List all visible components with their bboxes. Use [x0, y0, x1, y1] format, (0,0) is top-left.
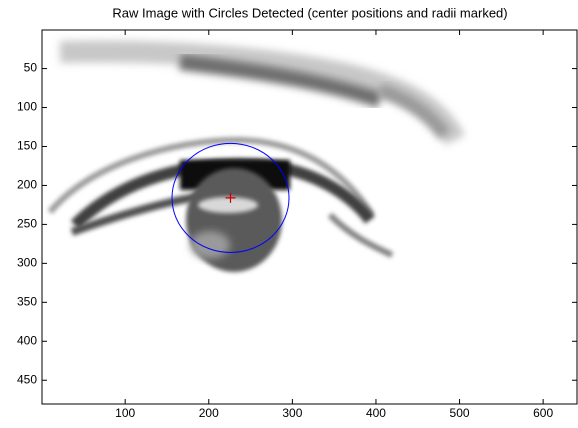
x-tick-label: 200: [199, 406, 219, 420]
chart-title: Raw Image with Circles Detected (center …: [112, 5, 507, 20]
y-tick-label: 300: [17, 256, 37, 270]
x-tick-label: 300: [282, 406, 302, 420]
y-tick-label: 50: [24, 61, 38, 75]
raw-image: [42, 30, 577, 404]
x-tick-label: 100: [115, 406, 135, 420]
y-tick-label: 150: [17, 139, 37, 153]
y-tick-label: 400: [17, 333, 37, 347]
x-tick-label: 600: [533, 406, 553, 420]
y-tick-label: 450: [17, 372, 37, 386]
y-tick-label: 350: [17, 294, 37, 308]
x-tick-label: 500: [450, 406, 470, 420]
y-tick-label: 100: [17, 100, 37, 114]
x-tick-label: 400: [366, 406, 386, 420]
y-tick-label: 200: [17, 178, 37, 192]
chart: Raw Image with Circles Detected (center …: [0, 0, 578, 423]
y-tick-label: 250: [17, 217, 37, 231]
